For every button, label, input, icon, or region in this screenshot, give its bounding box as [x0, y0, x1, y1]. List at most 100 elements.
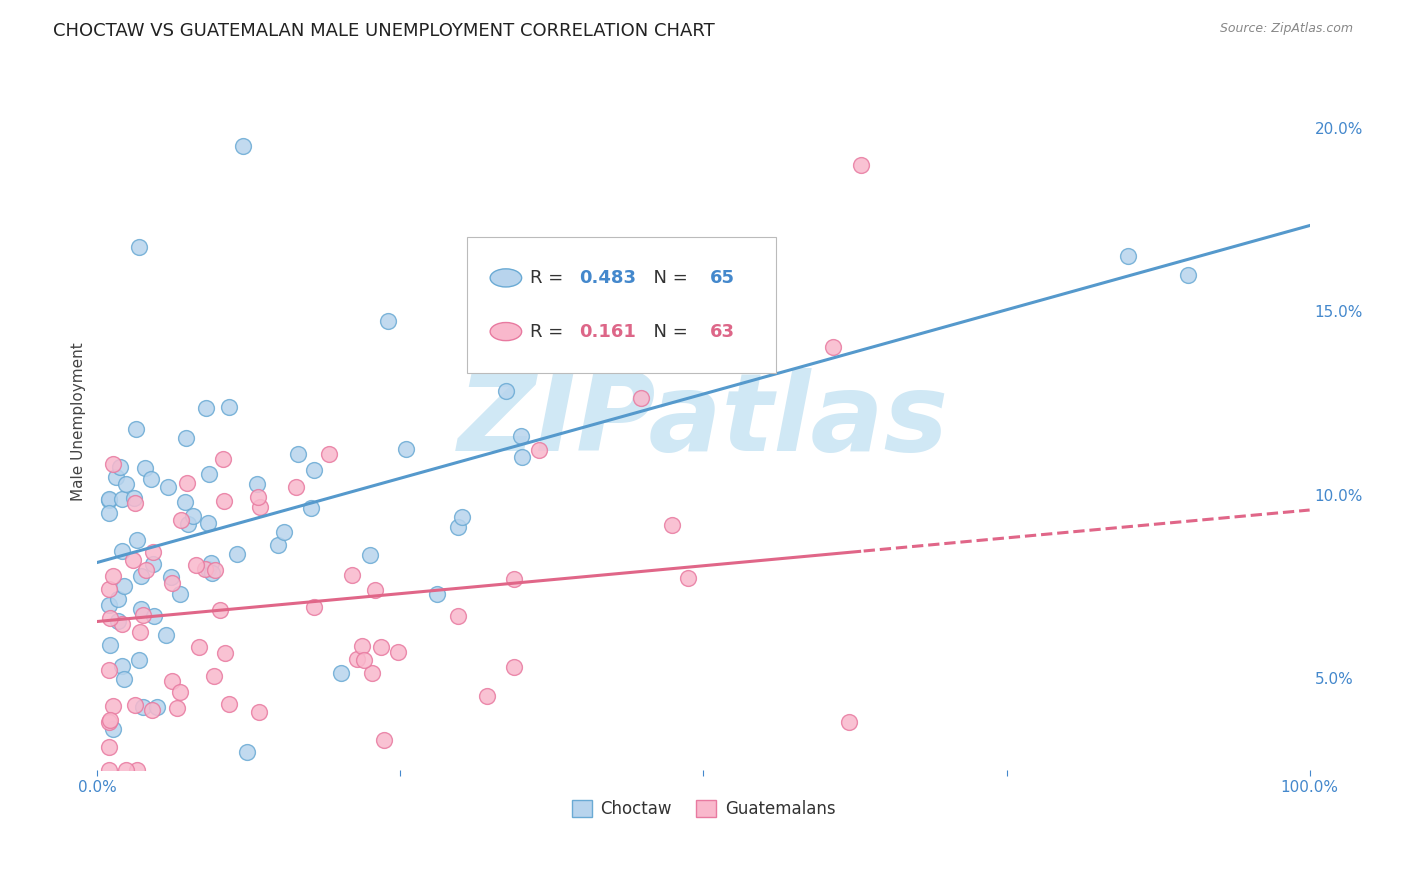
Point [212, 494, 235, 508]
Point [838, 715, 860, 730]
Point [176, 476, 198, 491]
Point [630, 391, 652, 405]
Legend: Choctaw, Guatemalans: Choctaw, Guatemalans [565, 793, 842, 824]
Point [218, 697, 240, 711]
Point [176, 517, 198, 532]
Point [447, 609, 470, 624]
Point [104, 469, 127, 483]
Point [101, 457, 124, 471]
Point [495, 384, 517, 399]
Point [98, 740, 121, 755]
Point [273, 525, 295, 540]
Point [447, 520, 470, 534]
Point [139, 472, 162, 486]
Point [125, 763, 148, 777]
Point [451, 510, 474, 524]
Text: N =: N = [641, 323, 693, 341]
Point [169, 685, 191, 699]
Point [387, 645, 409, 659]
Text: R =: R = [530, 268, 569, 287]
Point [98, 763, 121, 777]
Circle shape [491, 323, 522, 341]
Point [267, 538, 290, 552]
Point [111, 659, 134, 673]
Text: R =: R = [530, 323, 575, 341]
Point [214, 646, 236, 660]
Point [370, 640, 392, 655]
Point [194, 562, 217, 576]
Point [353, 653, 375, 667]
Point [359, 548, 381, 562]
Point [128, 625, 150, 640]
Point [373, 732, 395, 747]
Point [124, 698, 146, 712]
Point [101, 722, 124, 736]
Point [204, 563, 226, 577]
Point [131, 699, 153, 714]
Point [661, 518, 683, 533]
Point [287, 447, 309, 461]
Point [98, 506, 121, 520]
Point [98, 492, 121, 507]
Point [346, 652, 368, 666]
Point [98, 610, 121, 624]
Point [98, 639, 121, 653]
Point [246, 476, 269, 491]
Point [232, 139, 254, 153]
Text: 0.483: 0.483 [579, 268, 636, 287]
Point [527, 442, 550, 457]
Text: ZIPatlas: ZIPatlas [458, 368, 949, 475]
Point [101, 699, 124, 714]
Point [112, 672, 135, 686]
Point [142, 545, 165, 559]
Point [377, 313, 399, 327]
Point [98, 713, 121, 727]
Point [318, 447, 340, 461]
Point [197, 516, 219, 530]
Point [849, 158, 872, 172]
Point [1116, 249, 1139, 263]
FancyBboxPatch shape [467, 236, 776, 373]
Point [247, 490, 270, 504]
Point [676, 571, 699, 585]
Point [195, 401, 218, 416]
Point [186, 558, 208, 572]
Point [340, 568, 363, 582]
Text: Source: ZipAtlas.com: Source: ZipAtlas.com [1219, 22, 1353, 36]
Point [107, 591, 129, 606]
Point [156, 480, 179, 494]
Point [160, 673, 183, 688]
Point [330, 665, 353, 680]
Point [103, 569, 125, 583]
Point [1177, 268, 1199, 282]
Y-axis label: Male Unemployment: Male Unemployment [72, 343, 86, 501]
Point [143, 609, 166, 624]
Point [197, 467, 219, 482]
Point [181, 509, 204, 524]
Point [115, 476, 138, 491]
Point [302, 599, 325, 614]
Point [108, 459, 131, 474]
Point [364, 583, 387, 598]
Point [98, 492, 121, 507]
Point [160, 570, 183, 584]
Point [197, 562, 219, 576]
Point [98, 582, 121, 596]
Point [247, 705, 270, 719]
Point [124, 495, 146, 509]
Point [127, 533, 149, 547]
Point [107, 614, 129, 628]
Point [503, 660, 526, 674]
Point [125, 422, 148, 436]
Point [111, 544, 134, 558]
Point [218, 400, 240, 414]
Point [141, 703, 163, 717]
Point [176, 431, 198, 445]
Point [131, 602, 153, 616]
Point [510, 450, 533, 465]
Point [226, 547, 249, 561]
Point [115, 763, 138, 777]
Text: CHOCTAW VS GUATEMALAN MALE UNEMPLOYMENT CORRELATION CHART: CHOCTAW VS GUATEMALAN MALE UNEMPLOYMENT … [53, 22, 716, 40]
Point [98, 599, 121, 613]
Point [503, 572, 526, 586]
